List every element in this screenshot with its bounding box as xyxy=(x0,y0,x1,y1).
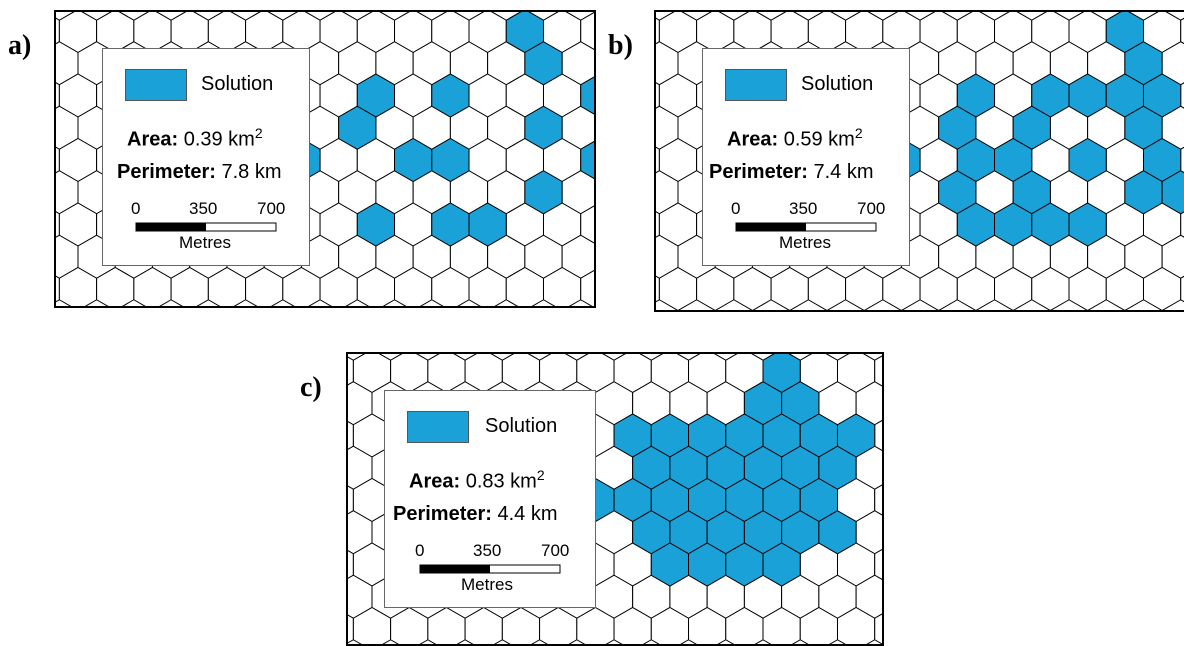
scale-tick-350: 350 xyxy=(189,199,217,219)
area-value: 0.39 km xyxy=(184,129,255,151)
panel-a-map: Solution Area: 0.39 km2 Perimeter: 7.8 k… xyxy=(54,10,596,308)
solution-swatch xyxy=(407,411,469,443)
scale-bar xyxy=(419,563,563,575)
panel-b-map: Solution Area: 0.59 km2 Perimeter: 7.4 k… xyxy=(654,10,1184,312)
panel-a-label: a) xyxy=(8,30,31,62)
scale-unit: Metres xyxy=(179,233,231,253)
scale-tick-0: 0 xyxy=(415,541,424,561)
area-sup: 2 xyxy=(255,125,263,141)
perimeter-value: 4.4 km xyxy=(498,503,558,525)
area-value: 0.59 km xyxy=(784,129,855,151)
solution-label: Solution xyxy=(485,415,557,438)
perimeter-key: Perimeter: xyxy=(393,503,492,525)
area-sup: 2 xyxy=(855,125,863,141)
area-key: Area: xyxy=(727,129,778,151)
scale-unit: Metres xyxy=(779,233,831,253)
legend: Solution Area: 0.83 km2 Perimeter: 4.4 k… xyxy=(384,390,596,608)
area-key: Area: xyxy=(409,471,460,493)
panel-c-label: c) xyxy=(300,372,322,404)
area-sup: 2 xyxy=(537,467,545,483)
solution-label: Solution xyxy=(801,73,873,96)
scale-tick-700: 700 xyxy=(541,541,569,561)
area-value: 0.83 km xyxy=(466,471,537,493)
perimeter-value: 7.4 km xyxy=(814,161,874,183)
panel-b-label: b) xyxy=(608,30,633,62)
legend: Solution Area: 0.59 km2 Perimeter: 7.4 k… xyxy=(702,48,910,266)
perimeter-text: Perimeter: 4.4 km xyxy=(393,503,558,526)
scale-tick-0: 0 xyxy=(131,199,140,219)
scale-tick-700: 700 xyxy=(257,199,285,219)
solution-label: Solution xyxy=(201,73,273,96)
perimeter-text: Perimeter: 7.4 km xyxy=(709,161,874,184)
perimeter-key: Perimeter: xyxy=(709,161,808,183)
scale-tick-0: 0 xyxy=(731,199,740,219)
area-key: Area: xyxy=(127,129,178,151)
area-text: Area: 0.83 km2 xyxy=(409,467,545,494)
solution-swatch xyxy=(125,69,187,101)
area-text: Area: 0.39 km2 xyxy=(127,125,263,152)
scale-unit: Metres xyxy=(461,575,513,595)
scale-bar xyxy=(735,221,879,233)
scale-tick-350: 350 xyxy=(473,541,501,561)
perimeter-key: Perimeter: xyxy=(117,161,216,183)
panel-c-map: Solution Area: 0.83 km2 Perimeter: 4.4 k… xyxy=(346,352,884,646)
scale-tick-350: 350 xyxy=(789,199,817,219)
area-text: Area: 0.59 km2 xyxy=(727,125,863,152)
scale-tick-700: 700 xyxy=(857,199,885,219)
solution-swatch xyxy=(725,69,787,101)
perimeter-value: 7.8 km xyxy=(222,161,282,183)
perimeter-text: Perimeter: 7.8 km xyxy=(117,161,282,184)
scale-bar xyxy=(135,221,279,233)
legend: Solution Area: 0.39 km2 Perimeter: 7.8 k… xyxy=(102,48,310,266)
